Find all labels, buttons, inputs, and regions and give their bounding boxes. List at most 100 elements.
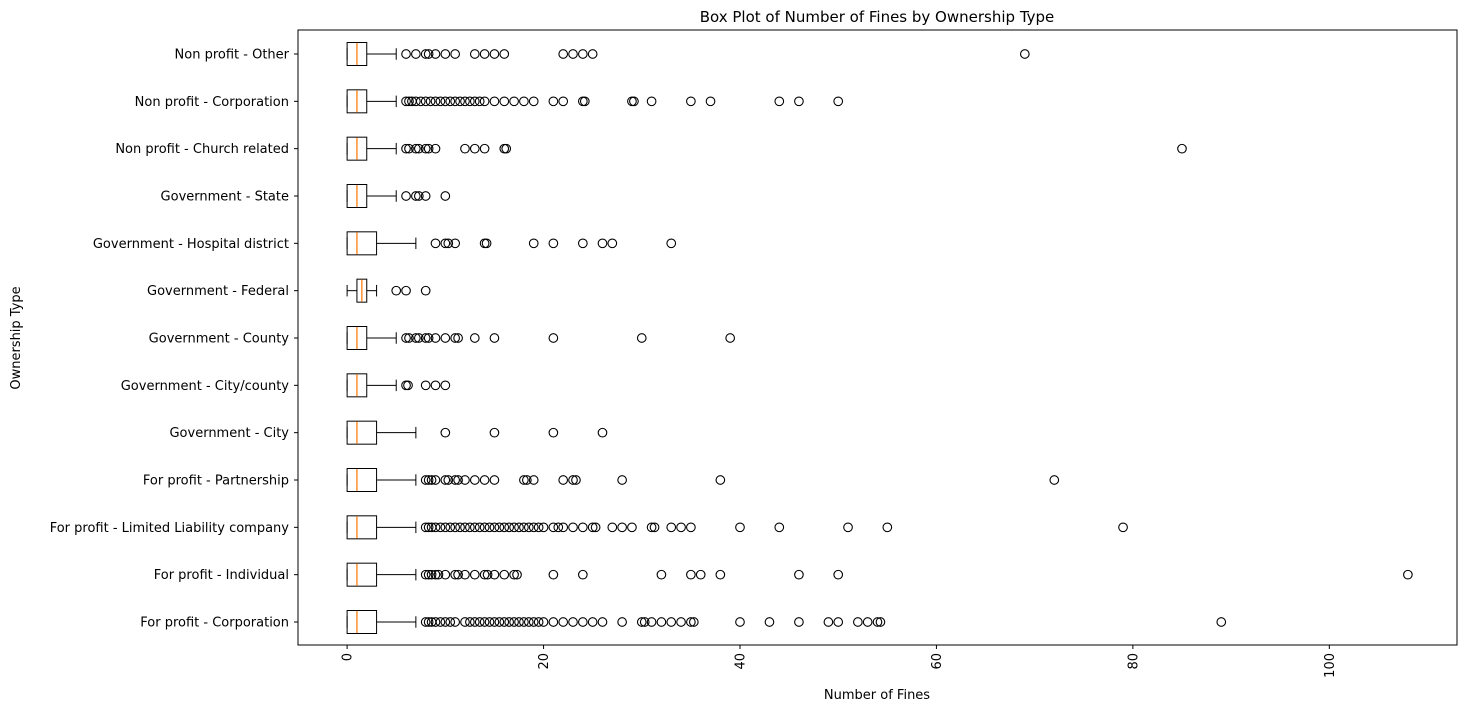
outlier-point	[450, 522, 461, 533]
outlier-point	[794, 617, 804, 627]
outlier-point	[423, 475, 434, 485]
y-tick-label: Government - County	[149, 332, 290, 347]
outlier-point	[548, 522, 559, 533]
outlier-point	[460, 569, 470, 580]
outlier-point	[469, 475, 480, 485]
outlier-point	[469, 143, 480, 154]
outlier-point	[489, 427, 500, 438]
x-tick-label: 0	[341, 653, 356, 661]
outlier-point	[686, 96, 696, 107]
outlier-point	[440, 427, 451, 438]
outlier-point	[415, 96, 426, 107]
outlier-point	[420, 380, 431, 391]
box-group	[346, 231, 677, 256]
outlier-point	[862, 617, 873, 627]
y-tick-label: Government - Hospital district	[93, 237, 289, 252]
outlier-point	[420, 475, 431, 485]
box-group	[346, 468, 1060, 492]
outlier-point	[558, 522, 569, 533]
outlier-point	[430, 522, 441, 533]
outlier-point	[433, 569, 444, 580]
outlier-point	[489, 49, 500, 59]
outlier-point	[450, 49, 461, 59]
outlier-point	[420, 569, 431, 580]
chart-title: Box Plot of Number of Fines by Ownership…	[700, 8, 1055, 26]
outlier-point	[420, 617, 431, 627]
outlier-point	[479, 96, 490, 107]
outlier-point	[420, 143, 431, 154]
outlier-point	[430, 569, 441, 580]
outlier-point	[735, 522, 745, 533]
outlier-point	[440, 238, 451, 249]
box-iqr	[346, 562, 378, 587]
outlier-point	[423, 569, 434, 580]
outlier-point	[686, 569, 696, 580]
outlier-point	[528, 238, 539, 249]
outlier-point	[420, 522, 431, 533]
outlier-point	[833, 569, 844, 580]
outlier-point	[453, 333, 463, 343]
outlier-point	[430, 96, 441, 107]
outlier-point	[1118, 522, 1128, 533]
outlier-point	[666, 522, 677, 533]
y-tick-label: Government - City/county	[121, 379, 290, 394]
outlier-point	[686, 522, 696, 533]
outlier-point	[423, 522, 434, 533]
outlier-point	[577, 569, 588, 580]
outlier-point	[548, 569, 559, 580]
outlier-point	[460, 522, 470, 533]
outlier-point	[499, 96, 510, 107]
outlier-point	[404, 333, 414, 343]
outlier-point	[577, 617, 588, 627]
outlier-point	[430, 380, 441, 391]
outlier-point	[440, 49, 451, 59]
outlier-point	[401, 49, 411, 59]
outlier-point	[479, 49, 490, 59]
outlier-point	[607, 522, 618, 533]
outlier-point	[465, 617, 475, 627]
outlier-point	[571, 475, 581, 485]
outlier-point	[494, 522, 505, 533]
outlier-point	[445, 96, 456, 107]
outlier-point	[469, 49, 480, 59]
outlier-point	[401, 143, 411, 154]
outlier-point	[688, 617, 699, 627]
outlier-point	[423, 333, 434, 343]
box-group	[346, 326, 736, 350]
outlier-point	[548, 333, 559, 343]
outlier-point	[577, 238, 588, 249]
outlier-point	[590, 522, 601, 533]
outlier-point	[509, 617, 519, 627]
outlier-point	[528, 96, 539, 107]
outlier-point	[474, 96, 485, 107]
outlier-point	[509, 569, 519, 580]
outlier-point	[794, 569, 804, 580]
outlier-point	[512, 569, 522, 580]
outlier-point	[676, 617, 686, 627]
outlier-point	[440, 191, 451, 201]
outlier-point	[474, 522, 485, 533]
outlier-point	[430, 143, 441, 154]
outlier-point	[774, 522, 785, 533]
outlier-point	[450, 96, 461, 107]
outlier-point	[587, 522, 598, 533]
outlier-point	[455, 522, 465, 533]
outlier-point	[528, 617, 539, 627]
outlier-point	[499, 617, 510, 627]
outlier-point	[499, 49, 510, 59]
outlier-point	[649, 522, 660, 533]
box-iqr	[346, 610, 378, 634]
box-group	[346, 278, 431, 303]
outlier-point	[504, 617, 515, 627]
box-group	[346, 184, 451, 208]
box-iqr	[346, 326, 368, 350]
outlier-point	[522, 475, 532, 485]
outlier-point	[695, 569, 706, 580]
y-tick-label: For profit - Partnership	[143, 474, 289, 489]
x-tick-label: 20	[537, 653, 552, 670]
outlier-point	[639, 617, 650, 627]
outlier-point	[568, 522, 578, 533]
outlier-point	[426, 569, 437, 580]
outlier-point	[833, 96, 844, 107]
